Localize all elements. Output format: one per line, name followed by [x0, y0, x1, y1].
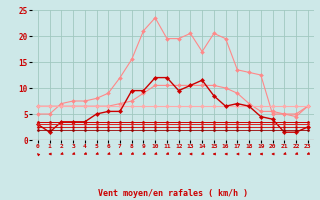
- Text: Vent moyen/en rafales ( km/h ): Vent moyen/en rafales ( km/h ): [98, 189, 248, 198]
